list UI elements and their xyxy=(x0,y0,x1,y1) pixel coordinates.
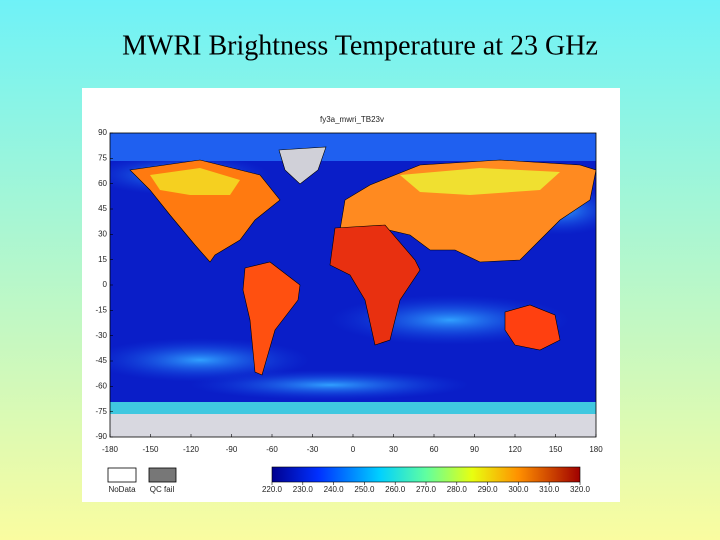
y-tick-label: 0 xyxy=(103,280,108,289)
x-tick-label: -90 xyxy=(226,445,238,454)
x-tick-label: 60 xyxy=(430,445,439,454)
colorbar-tick-label: 240.0 xyxy=(324,485,345,494)
legend-label: NoData xyxy=(108,485,136,494)
colorbar xyxy=(271,466,581,483)
colorbar-tick-label: 250.0 xyxy=(354,485,375,494)
y-tick-label: 75 xyxy=(98,153,107,162)
x-tick-label: 0 xyxy=(351,445,356,454)
y-tick-label: -45 xyxy=(95,356,107,365)
y-tick-label: 30 xyxy=(98,229,107,238)
x-tick-label: -120 xyxy=(183,445,200,454)
y-tick-label: 60 xyxy=(98,179,107,188)
y-tick-label: -60 xyxy=(95,381,107,390)
colorbar-tick-label: 280.0 xyxy=(447,485,468,494)
legend-swatch xyxy=(107,467,137,483)
colorbar-tick-label: 320.0 xyxy=(570,485,591,494)
x-tick-label: -150 xyxy=(142,445,159,454)
colorbar-tick-label: 290.0 xyxy=(478,485,499,494)
colorbar-tick-label: 220.0 xyxy=(262,485,283,494)
colorbar-tick-label: 270.0 xyxy=(416,485,437,494)
x-tick-label: 150 xyxy=(549,445,563,454)
y-tick-label: 90 xyxy=(98,128,107,137)
map-title: fy3a_mwri_TB23v xyxy=(320,115,384,124)
y-tick-label: 15 xyxy=(98,255,107,264)
colorbar-tick-label: 230.0 xyxy=(293,485,314,494)
legend-swatch xyxy=(148,467,177,483)
x-tick-label: -60 xyxy=(266,445,278,454)
y-tick-label: -75 xyxy=(95,407,107,416)
y-tick-label: 45 xyxy=(98,204,107,213)
colorbar-tick-label: 300.0 xyxy=(508,485,529,494)
map xyxy=(110,133,596,437)
colorbar-tick-label: 260.0 xyxy=(385,485,406,494)
x-tick-label: -30 xyxy=(307,445,319,454)
legend-label: QC fail xyxy=(150,485,175,494)
x-tick-label: -180 xyxy=(102,445,119,454)
x-tick-label: 30 xyxy=(389,445,398,454)
colorbar-tick-label: 310.0 xyxy=(539,485,560,494)
x-tick-label: 120 xyxy=(508,445,522,454)
x-tick-label: 90 xyxy=(470,445,479,454)
slide-title: MWRI Brightness Temperature at 23 GHz xyxy=(122,30,598,61)
x-tick-label: 180 xyxy=(589,445,603,454)
y-tick-label: -15 xyxy=(95,305,107,314)
y-tick-label: -30 xyxy=(95,331,107,340)
y-tick-label: -90 xyxy=(95,432,107,441)
